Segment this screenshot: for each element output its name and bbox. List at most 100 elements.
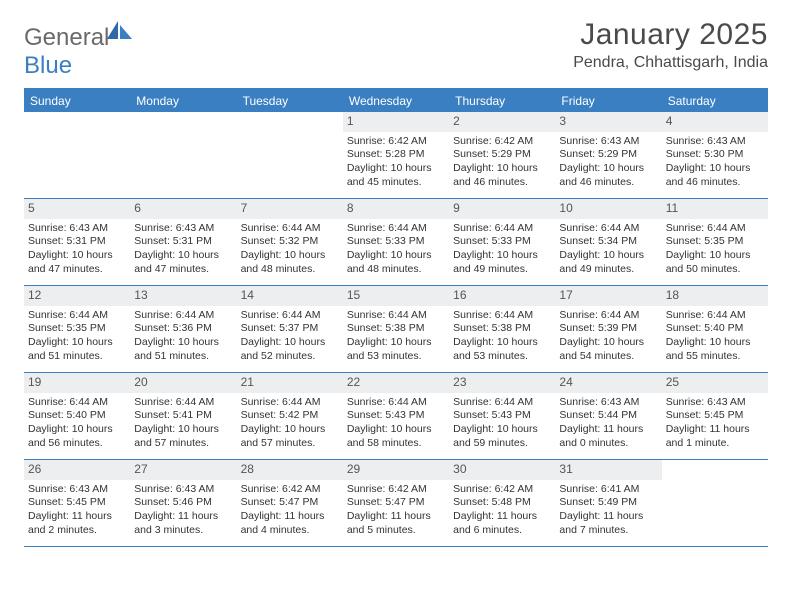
sunset-text: Sunset: 5:37 PM — [241, 322, 339, 336]
sunrise-text: Sunrise: 6:44 AM — [666, 222, 764, 236]
day-details: Sunrise: 6:43 AMSunset: 5:30 PMDaylight:… — [666, 135, 764, 190]
title-block: January 2025 Pendra, Chhattisgarh, India — [573, 18, 768, 72]
day-cell: 30Sunrise: 6:42 AMSunset: 5:48 PMDayligh… — [449, 460, 555, 546]
sunset-text: Sunset: 5:46 PM — [134, 496, 232, 510]
sunrise-text: Sunrise: 6:44 AM — [28, 396, 126, 410]
day-number: 19 — [24, 373, 130, 393]
day-details: Sunrise: 6:44 AMSunset: 5:43 PMDaylight:… — [453, 396, 551, 451]
sunset-text: Sunset: 5:38 PM — [347, 322, 445, 336]
day-details: Sunrise: 6:43 AMSunset: 5:31 PMDaylight:… — [28, 222, 126, 277]
day-cell: 14Sunrise: 6:44 AMSunset: 5:37 PMDayligh… — [237, 286, 343, 372]
sunrise-text: Sunrise: 6:42 AM — [347, 135, 445, 149]
sunset-text: Sunset: 5:39 PM — [559, 322, 657, 336]
sunrise-text: Sunrise: 6:44 AM — [134, 309, 232, 323]
day-cell: 20Sunrise: 6:44 AMSunset: 5:41 PMDayligh… — [130, 373, 236, 459]
day-details: Sunrise: 6:44 AMSunset: 5:34 PMDaylight:… — [559, 222, 657, 277]
sunrise-text: Sunrise: 6:43 AM — [559, 396, 657, 410]
daylight-text: Daylight: 11 hours and 4 minutes. — [241, 510, 339, 537]
day-cell: 28Sunrise: 6:42 AMSunset: 5:47 PMDayligh… — [237, 460, 343, 546]
day-number — [237, 112, 343, 132]
sunset-text: Sunset: 5:40 PM — [666, 322, 764, 336]
sunset-text: Sunset: 5:34 PM — [559, 235, 657, 249]
day-cell: 19 Sunrise: 6:44 AMSunset: 5:40 PMDayligh… — [24, 373, 130, 459]
sunrise-text: Sunrise: 6:44 AM — [453, 396, 551, 410]
day-cell: 25Sunrise: 6:43 AMSunset: 5:45 PMDayligh… — [662, 373, 768, 459]
daylight-text: Daylight: 10 hours and 47 minutes. — [134, 249, 232, 276]
daylight-text: Daylight: 10 hours and 51 minutes. — [134, 336, 232, 363]
day-number: 6 — [130, 199, 236, 219]
daylight-text: Daylight: 10 hours and 48 minutes. — [241, 249, 339, 276]
sunrise-text: Sunrise: 6:44 AM — [241, 396, 339, 410]
daylight-text: Daylight: 11 hours and 6 minutes. — [453, 510, 551, 537]
sunrise-text: Sunrise: 6:42 AM — [453, 483, 551, 497]
day-number: 17 — [555, 286, 661, 306]
day-number: 15 — [343, 286, 449, 306]
day-cell: 1Sunrise: 6:42 AMSunset: 5:28 PMDaylight… — [343, 112, 449, 198]
day-details: Sunrise: 6:44 AMSunset: 5:40 PMDaylight:… — [28, 396, 126, 451]
day-number: 18 — [662, 286, 768, 306]
day-details: Sunrise: 6:42 AMSunset: 5:47 PMDaylight:… — [241, 483, 339, 538]
daylight-text: Daylight: 11 hours and 0 minutes. — [559, 423, 657, 450]
sunrise-text: Sunrise: 6:44 AM — [347, 222, 445, 236]
day-number: 9 — [449, 199, 555, 219]
sunrise-text: Sunrise: 6:43 AM — [28, 483, 126, 497]
day-cell — [662, 460, 768, 546]
day-number: 12 — [24, 286, 130, 306]
sunset-text: Sunset: 5:35 PM — [666, 235, 764, 249]
day-number: 20 — [130, 373, 236, 393]
daylight-text: Daylight: 11 hours and 5 minutes. — [347, 510, 445, 537]
daylight-text: Daylight: 10 hours and 45 minutes. — [347, 162, 445, 189]
sunrise-text: Sunrise: 6:43 AM — [134, 483, 232, 497]
day-cell: 3Sunrise: 6:43 AMSunset: 5:29 PMDaylight… — [555, 112, 661, 198]
daylight-text: Daylight: 10 hours and 53 minutes. — [347, 336, 445, 363]
logo-part2: Blue — [24, 52, 72, 79]
sunset-text: Sunset: 5:35 PM — [28, 322, 126, 336]
sunrise-text: Sunrise: 6:43 AM — [666, 135, 764, 149]
day-details: Sunrise: 6:43 AMSunset: 5:31 PMDaylight:… — [134, 222, 232, 277]
sunset-text: Sunset: 5:31 PM — [28, 235, 126, 249]
day-number: 8 — [343, 199, 449, 219]
sunrise-text: Sunrise: 6:44 AM — [347, 396, 445, 410]
weekday-label: Tuesday — [237, 90, 343, 112]
sunrise-text: Sunrise: 6:44 AM — [241, 222, 339, 236]
sunset-text: Sunset: 5:38 PM — [453, 322, 551, 336]
sunset-text: Sunset: 5:47 PM — [241, 496, 339, 510]
day-details: Sunrise: 6:43 AMSunset: 5:45 PMDaylight:… — [28, 483, 126, 538]
day-cell: 15 Sunrise: 6:44 AMSunset: 5:38 PMDayligh… — [343, 286, 449, 372]
sunset-text: Sunset: 5:42 PM — [241, 409, 339, 423]
daylight-text: Daylight: 11 hours and 2 minutes. — [28, 510, 126, 537]
day-details: Sunrise: 6:43 AMSunset: 5:29 PMDaylight:… — [559, 135, 657, 190]
day-number: 25 — [662, 373, 768, 393]
location: Pendra, Chhattisgarh, India — [573, 54, 768, 72]
sunset-text: Sunset: 5:40 PM — [28, 409, 126, 423]
day-cell: 4 Sunrise: 6:43 AMSunset: 5:30 PMDaylight… — [662, 112, 768, 198]
sunrise-text: Sunrise: 6:42 AM — [453, 135, 551, 149]
weekday-label: Sunday — [24, 90, 130, 112]
daylight-text: Daylight: 10 hours and 52 minutes. — [241, 336, 339, 363]
day-cell: 2 Sunrise: 6:42 AMSunset: 5:29 PMDaylight… — [449, 112, 555, 198]
day-number: 27 — [130, 460, 236, 480]
day-cell: 21Sunrise: 6:44 AMSunset: 5:42 PMDayligh… — [237, 373, 343, 459]
day-details: Sunrise: 6:44 AMSunset: 5:35 PMDaylight:… — [28, 309, 126, 364]
day-cell: 17 Sunrise: 6:44 AMSunset: 5:39 PMDayligh… — [555, 286, 661, 372]
day-cell — [24, 112, 130, 198]
day-details: Sunrise: 6:44 AMSunset: 5:39 PMDaylight:… — [559, 309, 657, 364]
day-number — [662, 460, 768, 480]
day-number: 4 — [662, 112, 768, 132]
calendar: Sunday Monday Tuesday Wednesday Thursday… — [24, 88, 768, 547]
daylight-text: Daylight: 11 hours and 3 minutes. — [134, 510, 232, 537]
day-number: 22 — [343, 373, 449, 393]
sunset-text: Sunset: 5:43 PM — [453, 409, 551, 423]
daylight-text: Daylight: 10 hours and 47 minutes. — [28, 249, 126, 276]
sunrise-text: Sunrise: 6:44 AM — [453, 222, 551, 236]
sunset-text: Sunset: 5:44 PM — [559, 409, 657, 423]
day-details: Sunrise: 6:44 AMSunset: 5:38 PMDaylight:… — [347, 309, 445, 364]
sunrise-text: Sunrise: 6:44 AM — [453, 309, 551, 323]
day-cell: 8 Sunrise: 6:44 AMSunset: 5:33 PMDaylight… — [343, 199, 449, 285]
day-number: 29 — [343, 460, 449, 480]
day-details: Sunrise: 6:44 AMSunset: 5:33 PMDaylight:… — [347, 222, 445, 277]
day-number: 2 — [449, 112, 555, 132]
sunrise-text: Sunrise: 6:43 AM — [559, 135, 657, 149]
day-details: Sunrise: 6:44 AMSunset: 5:36 PMDaylight:… — [134, 309, 232, 364]
day-details: Sunrise: 6:42 AMSunset: 5:29 PMDaylight:… — [453, 135, 551, 190]
